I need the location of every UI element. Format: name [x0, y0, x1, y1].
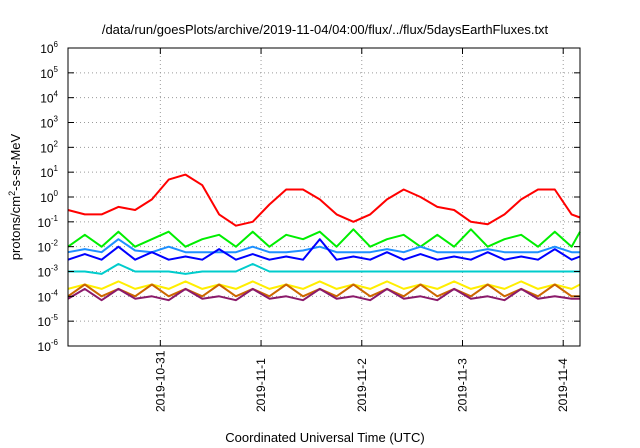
x-tick-label: 2019-11-4: [556, 358, 570, 412]
y-tick-label: 10-2: [38, 239, 59, 255]
x-tick-label: 2019-10-31: [153, 350, 167, 412]
y-tick-label: 10-3: [38, 264, 59, 280]
y-tick-base: 10: [40, 67, 54, 81]
y-tick-base: 10: [40, 92, 54, 106]
grid-lines: [68, 48, 580, 346]
y-tick-label: 102: [40, 139, 58, 155]
y-tick-exponent: -3: [51, 264, 59, 273]
y-tick-base: 10: [38, 216, 52, 230]
y-tick-base: 10: [38, 241, 52, 255]
x-axis: 2019-10-31 2019-11-1 2019-11-2 2019-11-3 201…: [153, 48, 570, 412]
y-tick-exponent: -4: [51, 288, 59, 297]
y-axis-title: protons/cm2-s-sr-MeV: [7, 133, 23, 260]
y-axis: 10-610-510-410-310-210-11001011021031041…: [38, 40, 580, 354]
y-tick-label: 104: [40, 90, 58, 106]
y-tick-exponent: 6: [54, 40, 59, 49]
y-tick-label: 10-1: [38, 214, 59, 230]
series-line-5: [68, 263, 580, 275]
series-line-6: [67, 280, 581, 290]
y-tick-base: 10: [40, 117, 54, 131]
y-tick-exponent: 1: [54, 164, 59, 173]
y-tick-label: 103: [40, 115, 58, 131]
x-tick-label: 2019-11-2: [355, 358, 369, 412]
y-tick-label: 10-4: [38, 288, 59, 304]
x-axis-title: Coordinated Universal Time (UTC): [225, 430, 424, 445]
y-tick-exponent: -2: [51, 239, 59, 248]
y-tick-exponent: 3: [54, 115, 59, 124]
y-tick-label: 105: [40, 65, 58, 81]
y-tick-exponent: -1: [51, 214, 59, 223]
chart-title: /data/run/goesPlots/archive/2019-11-04/0…: [102, 22, 549, 37]
y-tick-label: 106: [40, 40, 58, 56]
y-tick-exponent: -6: [51, 338, 59, 347]
y-tick-exponent: 0: [54, 189, 59, 198]
y-tick-base: 10: [40, 141, 54, 155]
y-tick-label: 10-5: [38, 313, 59, 329]
y-tick-exponent: -5: [51, 313, 59, 322]
series-group: [67, 173, 581, 302]
y-tick-base: 10: [38, 340, 52, 354]
y-tick-base: 10: [38, 290, 52, 304]
y-tick-label: 101: [40, 164, 58, 180]
y-tick-exponent: 5: [54, 65, 59, 74]
y-tick-label: 10-6: [38, 338, 59, 354]
y-tick-exponent: 2: [54, 139, 59, 148]
x-tick-label: 2019-11-3: [455, 358, 469, 412]
series-line-7: [67, 283, 580, 298]
y-tick-base: 10: [40, 166, 54, 180]
series-line-4: [67, 238, 581, 261]
y-tick-base: 10: [40, 42, 54, 56]
y-tick-label: 100: [40, 189, 58, 205]
y-axis-title-prefix: protons/cm: [8, 196, 23, 260]
y-axis-title-sup: 2: [7, 191, 17, 196]
series-line-8: [67, 287, 580, 302]
y-axis-title-suffix: -s-sr-MeV: [8, 133, 23, 190]
series-line-2: [67, 228, 581, 248]
y-tick-exponent: 4: [54, 90, 59, 99]
y-tick-base: 10: [40, 191, 54, 205]
y-tick-base: 10: [38, 266, 52, 280]
y-tick-base: 10: [38, 315, 52, 329]
series-line-1: [67, 173, 581, 227]
x-tick-label: 2019-11-1: [254, 358, 268, 412]
